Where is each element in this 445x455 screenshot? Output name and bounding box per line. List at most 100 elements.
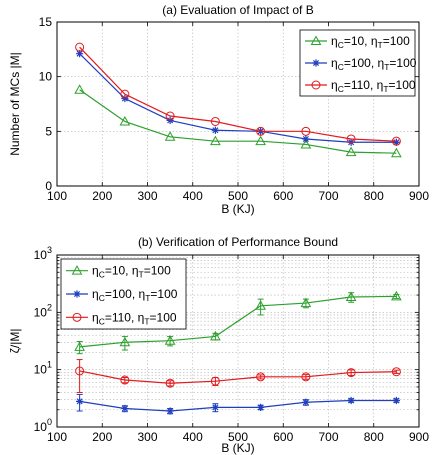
- chart-a-data-point: [119, 115, 131, 126]
- chart-b-data-point: [120, 375, 130, 385]
- chart-a-legend-swatch-marker: [310, 35, 322, 45]
- chart-b-data-point: [164, 335, 176, 345]
- chart-b-data-point: [210, 330, 221, 341]
- chart-b-data-point: [347, 396, 355, 405]
- chart-b-ticks: 100 200 300 400 500 600 700 800 900 100 101 102 103: [34, 245, 430, 444]
- chart-b-data-point: [346, 368, 356, 378]
- chart-b-data-point: [301, 372, 311, 382]
- chart-a-xtick-label: 300: [137, 189, 157, 203]
- chart-a-data-point: [211, 126, 219, 134]
- chart-b-data-point: [119, 336, 131, 347]
- chart-a-ytick-label: 5: [45, 124, 52, 138]
- chart-b-series-1: [76, 393, 400, 415]
- chart-b-series-line: [79, 399, 397, 412]
- chart-a-data-point: [74, 84, 85, 94]
- chart-a-xtick-label: 500: [228, 189, 248, 203]
- chart-b-data-point: [121, 404, 129, 413]
- chart-b-xtick-label: 200: [92, 430, 112, 444]
- chart-a-series-line: [79, 89, 397, 154]
- chart-a-data-point: [347, 138, 355, 146]
- chart-a-data-point: [391, 136, 401, 146]
- chart-a-data-point: [255, 135, 266, 146]
- chart-a-data-point: [75, 42, 85, 52]
- chart-b-data-point: [302, 398, 310, 406]
- chart-a-xlabel: B (KJ): [221, 202, 254, 216]
- chart-a-series: [74, 42, 402, 158]
- chart-b-data-point: [75, 366, 85, 376]
- chart-b-xtick-label: 900: [409, 430, 429, 444]
- chart-a-ylabel: Number of MCs |M|: [8, 52, 22, 156]
- chart-a: (a) Evaluation of Impact of B 100 200 300 4…: [8, 3, 429, 216]
- chart-b-legend: ηC=10, ηT=100 ηC=100, ηT=100 ηC=110, ηT=10…: [60, 258, 187, 330]
- chart-a-series-line: [79, 53, 397, 143]
- chart-b-ytick-label: 103: [34, 245, 52, 262]
- chart-a-data-point: [301, 126, 311, 136]
- chart-b-legend-label: ηC=10, ηT=100: [92, 264, 171, 280]
- chart-a-series-2: [75, 42, 401, 146]
- chart-a-legend-label: ηC=110, ηT=100: [331, 78, 416, 94]
- chart-b-xtick-label: 800: [364, 430, 384, 444]
- chart-b-legend-item: ηC=110, ηT=100: [66, 310, 177, 326]
- chart-b-legend-swatch-marker: [73, 290, 81, 298]
- chart-a-title: (a) Evaluation of Impact of B: [162, 3, 313, 17]
- chart-b-legend-label: ηC=100, ηT=100: [92, 287, 178, 303]
- chart-b-legend-item: ηC=100, ηT=100: [66, 287, 178, 303]
- chart-b-xtick-label: 100: [47, 430, 67, 444]
- chart-b-data-point: [391, 290, 402, 301]
- chart-a-xtick-label: 700: [318, 189, 338, 203]
- chart-a-data-point: [256, 126, 266, 136]
- chart-b-xtick-label: 300: [137, 430, 157, 444]
- chart-b-data-point: [391, 367, 401, 377]
- chart-a-data-point: [76, 50, 84, 58]
- chart-b-data-point: [392, 396, 400, 405]
- chart-a-xtick-label: 100: [47, 189, 67, 203]
- chart-a-xtick-label: 800: [364, 189, 384, 203]
- chart-a-ytick-label: 0: [45, 179, 52, 193]
- chart-a-data-point: [345, 146, 357, 157]
- chart-b-ylabel: ζ/|M|: [8, 329, 22, 354]
- chart-a-legend-swatch-marker: [312, 59, 320, 67]
- chart-a-data-point: [210, 135, 221, 146]
- chart-a-legend-item: ηC=10, ηT=100: [305, 34, 410, 50]
- chart-a-data-point: [391, 147, 402, 158]
- chart-b-legend-swatch-marker: [71, 265, 83, 275]
- chart-b-series-line: [79, 370, 397, 384]
- chart-b-legend-item: ηC=10, ηT=100: [66, 264, 171, 280]
- chart-a-xtick-label: 900: [409, 189, 429, 203]
- chart-a-ticks: 100 200 300 400 500 600 700 800 900 0 5 10 15: [39, 15, 430, 203]
- chart-a-ytick-label: 10: [39, 70, 53, 84]
- chart-a-series-line: [79, 46, 397, 142]
- chart-a-data-point: [392, 138, 400, 146]
- chart-b-data-point: [74, 341, 85, 351]
- chart-b-data-point: [165, 378, 175, 388]
- chart-b-series-2: [75, 359, 401, 393]
- chart-b-legend-swatch-marker: [72, 312, 82, 322]
- chart-a-legend-label: ηC=100, ηT=100: [331, 56, 417, 72]
- chart-a-legend-item: ηC=110, ηT=100: [305, 78, 416, 94]
- chart-b-xtick-label: 400: [183, 430, 203, 444]
- chart-b-xlabel: B (KJ): [221, 441, 254, 455]
- chart-b-data-point: [166, 407, 174, 415]
- chart-a-data-point: [302, 135, 310, 143]
- chart-b-data-point: [256, 372, 266, 382]
- chart-b-title: (b) Verification of Performance Bound: [138, 235, 338, 249]
- chart-b-ytick-label: 101: [34, 360, 52, 377]
- chart-b-data-point: [300, 297, 312, 308]
- chart-b-series-line: [79, 295, 397, 348]
- chart-a-xtick-label: 200: [92, 189, 112, 203]
- chart-a-series-0: [74, 84, 402, 158]
- chart-b-data-point: [345, 291, 357, 302]
- chart-a-ytick-label: 15: [39, 15, 53, 29]
- chart-b-xtick-label: 600: [273, 430, 293, 444]
- chart-a-data-point: [210, 116, 220, 126]
- chart-a-data-point: [346, 134, 356, 144]
- chart-a-xtick-label: 600: [273, 189, 293, 203]
- chart-b-data-point: [210, 376, 220, 386]
- chart-b-xtick-label: 700: [318, 430, 338, 444]
- chart-b-series-0: [74, 290, 402, 355]
- chart-a-data-point: [120, 89, 130, 99]
- chart-b-ytick-label: 102: [34, 302, 52, 319]
- chart-b-data-point: [211, 403, 219, 411]
- chart-b-data-point: [255, 300, 266, 310]
- chart-b-ytick-label: 100: [34, 417, 52, 434]
